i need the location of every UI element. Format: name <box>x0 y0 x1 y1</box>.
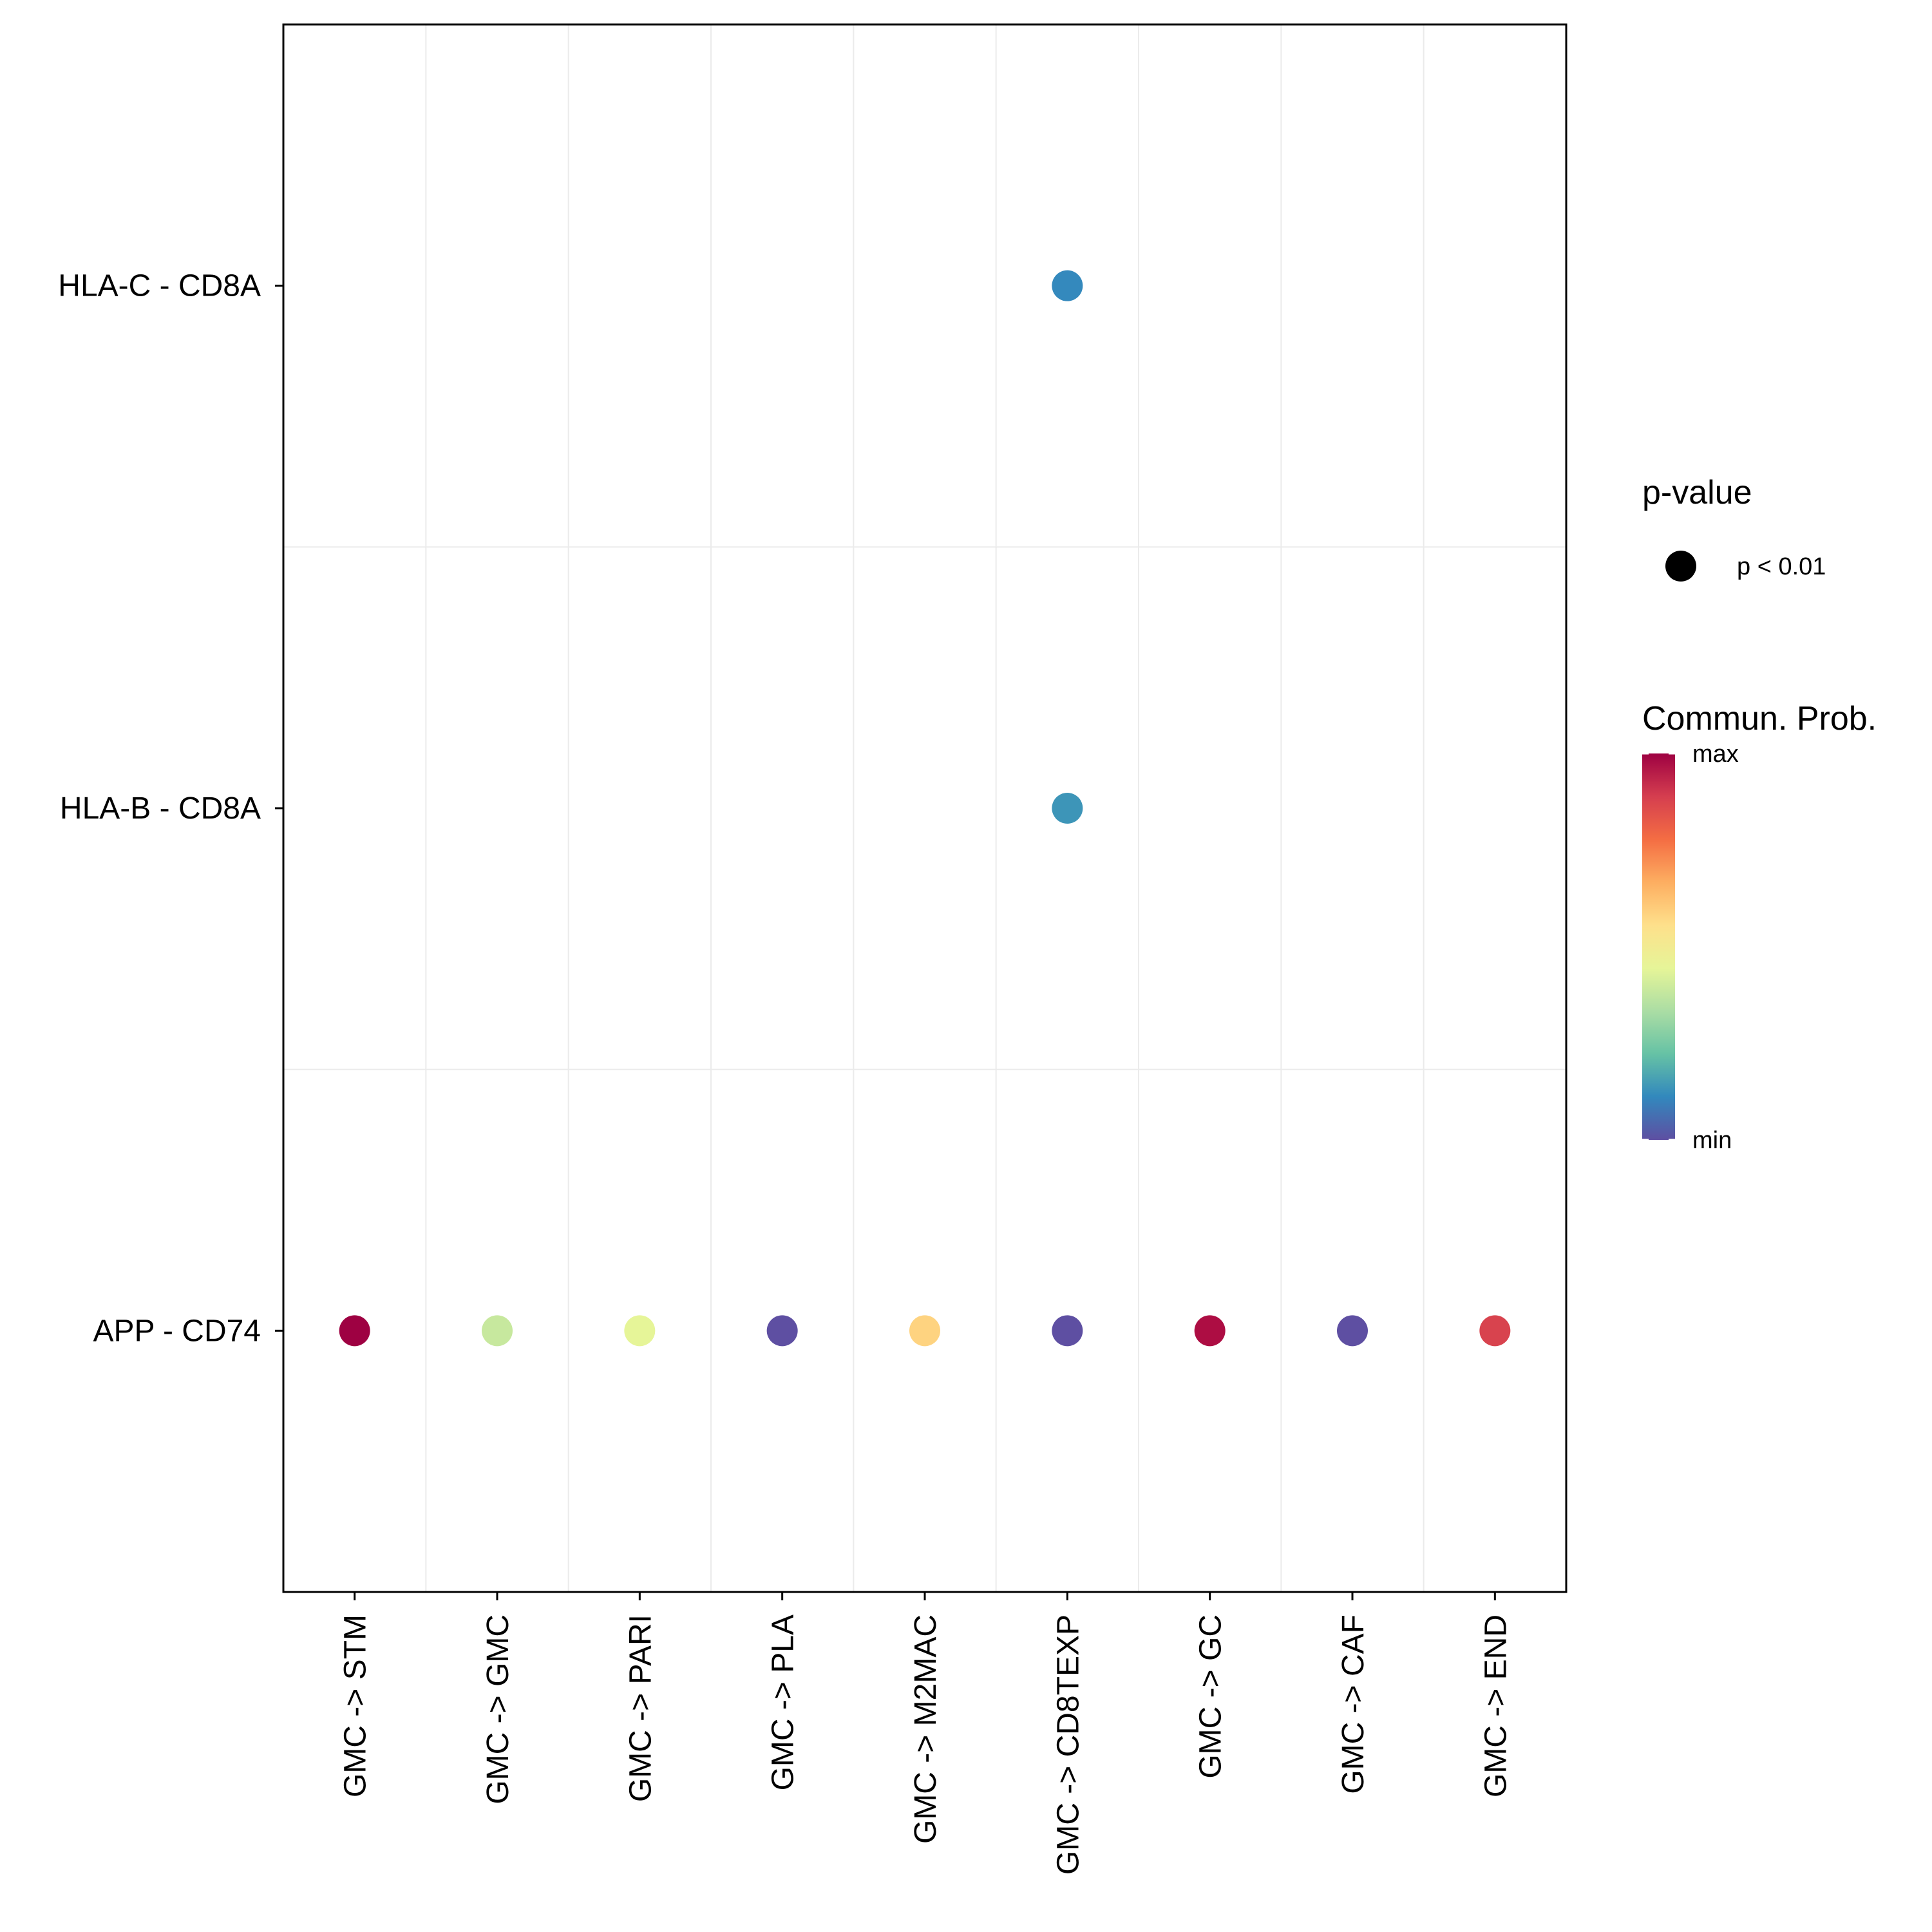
colorbar-max-label: max <box>1692 741 1739 768</box>
colorbar-min-label: min <box>1692 1127 1732 1154</box>
x-tick-label: GMC -> CD8TEXP <box>1051 1615 1085 1875</box>
x-tick-label: GMC -> GMC <box>481 1615 515 1804</box>
plot-panel-border <box>282 23 1567 1593</box>
axes: APP - CD74 HLA-B - CD8A HLA-C - CD8A GMC ->… <box>58 269 1513 1875</box>
data-point <box>1479 1315 1511 1347</box>
data-point <box>482 1315 513 1347</box>
data-point <box>1052 270 1083 301</box>
x-tick-label: GMC -> CAF <box>1336 1615 1370 1794</box>
data-point <box>1337 1315 1368 1347</box>
y-tick-label: HLA-C - CD8A <box>58 269 261 303</box>
colorbar-ticks <box>1642 752 1675 1141</box>
data-point <box>1194 1315 1226 1347</box>
pvalue-legend-marker <box>1665 551 1696 582</box>
x-tick-label: GMC -> PLA <box>766 1615 800 1790</box>
data-point <box>766 1315 798 1347</box>
data-point <box>339 1315 370 1347</box>
y-tick-label: APP - CD74 <box>93 1314 261 1348</box>
pvalue-legend-label: p < 0.01 <box>1737 553 1826 580</box>
colorbar-legend-title: Commun. Prob. <box>1642 700 1877 737</box>
data-point <box>909 1315 940 1347</box>
y-tick-label: HLA-B - CD8A <box>60 791 261 826</box>
grid-lines <box>283 24 1566 1592</box>
x-tick-label: GMC -> PARI <box>623 1615 658 1802</box>
data-point <box>1052 1315 1083 1347</box>
x-tick-label: GMC -> GC <box>1194 1615 1228 1779</box>
data-points <box>339 270 1511 1347</box>
x-tick-label: GMC -> M2MAC <box>909 1615 943 1844</box>
legend: p-value p < 0.01 Commun. Prob. max min <box>1642 474 1877 1154</box>
x-tick-label: GMC -> STM <box>339 1615 373 1797</box>
data-point <box>624 1315 656 1347</box>
pvalue-legend-title: p-value <box>1642 474 1752 511</box>
colorbar <box>1642 753 1675 1140</box>
x-tick-label: GMC -> END <box>1479 1615 1513 1797</box>
data-point <box>1052 793 1083 824</box>
